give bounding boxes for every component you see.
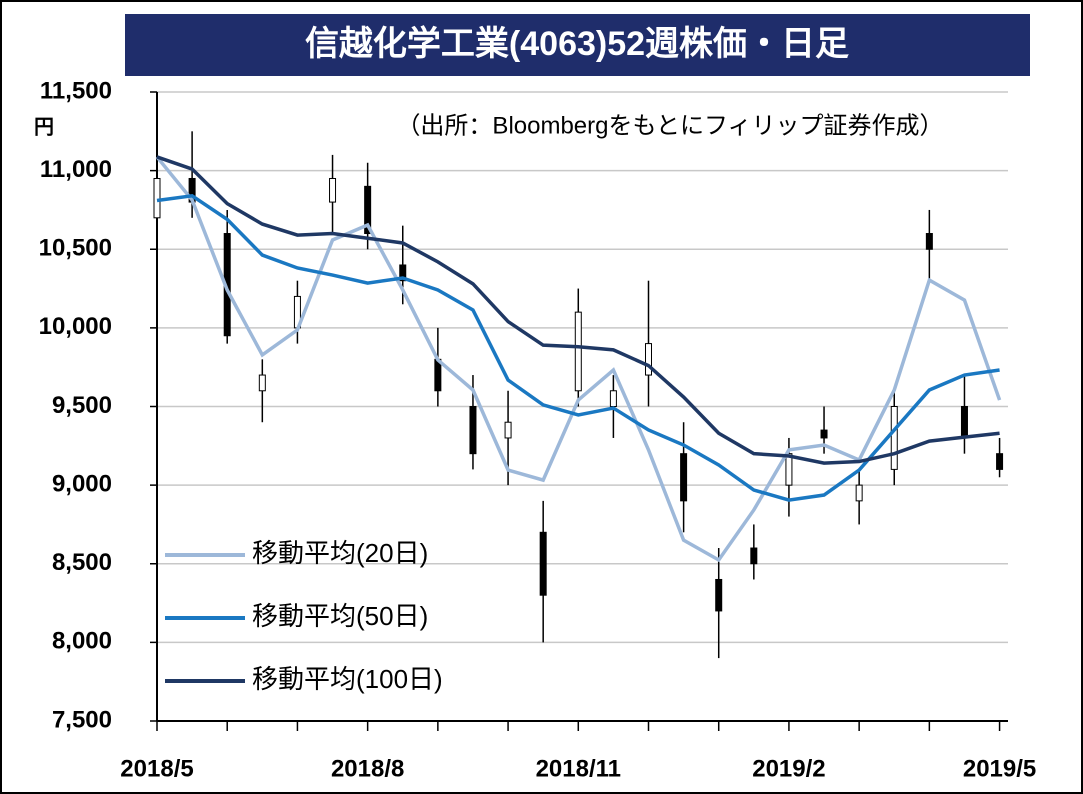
legend-label: 移動平均(100日) xyxy=(252,664,443,694)
candle-body xyxy=(925,233,933,250)
y-unit: 円 xyxy=(34,116,54,138)
chart-title: 信越化学工業(4063)52週株価・日足 xyxy=(305,24,849,63)
candle-body xyxy=(785,453,793,486)
title-box xyxy=(125,14,1030,76)
legend-label: 移動平均(20日) xyxy=(252,538,428,568)
candle-body xyxy=(960,406,968,439)
candle-body xyxy=(715,578,723,612)
y-tick-label: 11,000 xyxy=(40,156,112,183)
candle-body xyxy=(680,453,688,502)
candle-body xyxy=(399,264,407,282)
candle-body xyxy=(539,531,547,596)
y-tick-label: 11,500 xyxy=(40,77,112,104)
candle-body xyxy=(329,177,337,203)
candle-body xyxy=(996,453,1004,470)
candle-body xyxy=(364,185,372,235)
legend-label: 移動平均(50日) xyxy=(252,601,428,631)
candle-body xyxy=(469,406,477,455)
y-tick-label: 10,000 xyxy=(39,313,112,340)
moving-average-line xyxy=(156,193,1000,502)
candle-body xyxy=(750,547,758,565)
candle-body xyxy=(890,406,898,470)
y-tick-label: 9,000 xyxy=(52,470,112,497)
candle-body xyxy=(504,421,512,439)
x-tick-label: 2019/2 xyxy=(752,755,825,782)
moving-average-line xyxy=(156,155,1000,465)
candle-body xyxy=(609,390,617,407)
y-tick-label: 10,500 xyxy=(39,235,112,262)
x-tick-label: 2018/8 xyxy=(331,755,404,782)
candle-body xyxy=(574,311,582,392)
y-tick-label: 8,500 xyxy=(52,549,112,576)
candle-body xyxy=(258,374,266,392)
candle-body xyxy=(153,177,161,219)
x-tick-label: 2019/5 xyxy=(963,755,1036,782)
candle-body xyxy=(820,429,828,439)
x-tick-label: 2018/11 xyxy=(536,755,621,782)
source-note: （出所：Bloombergをもとにフィリップ証券作成） xyxy=(396,112,943,139)
y-tick-label: 9,500 xyxy=(52,392,112,419)
candle-body xyxy=(645,343,653,376)
candle-body xyxy=(855,484,863,502)
y-tick-label: 8,000 xyxy=(52,628,112,655)
x-tick-label: 2018/5 xyxy=(120,755,193,782)
y-tick-label: 7,500 xyxy=(52,706,112,733)
